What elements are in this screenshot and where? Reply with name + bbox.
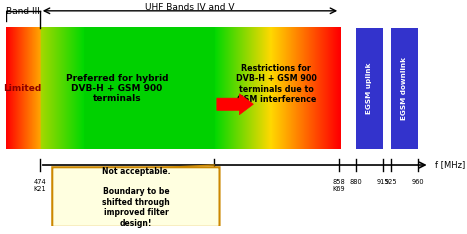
Text: f [MHz]: f [MHz] — [435, 161, 465, 169]
Text: Band III: Band III — [7, 7, 40, 16]
Text: 880: 880 — [349, 179, 362, 185]
Bar — [356, 28, 383, 149]
Text: Restrictions for
DVB-H + GSM 900
terminals due to
GSM interference: Restrictions for DVB-H + GSM 900 termina… — [236, 64, 317, 104]
Text: 915: 915 — [376, 179, 389, 185]
Bar — [391, 28, 418, 149]
Text: 858
K69: 858 K69 — [332, 179, 345, 191]
Text: EGSM uplink: EGSM uplink — [366, 63, 372, 114]
Text: 698
K49: 698 K49 — [208, 179, 220, 191]
FancyBboxPatch shape — [52, 167, 219, 227]
Text: Preferred for hybrid
DVB-H + GSM 900
terminals: Preferred for hybrid DVB-H + GSM 900 ter… — [65, 73, 168, 103]
Text: 960: 960 — [411, 179, 424, 185]
Text: Limited: Limited — [4, 84, 42, 93]
Text: Not acceptable.

Boundary to be
shifted through
improved filter
design!: Not acceptable. Boundary to be shifted t… — [102, 167, 170, 228]
Text: 925: 925 — [384, 179, 397, 185]
Text: 474
K21: 474 K21 — [34, 179, 46, 191]
Text: UHF Bands IV and V: UHF Bands IV and V — [145, 3, 235, 12]
Text: EGSM downlink: EGSM downlink — [401, 57, 407, 120]
